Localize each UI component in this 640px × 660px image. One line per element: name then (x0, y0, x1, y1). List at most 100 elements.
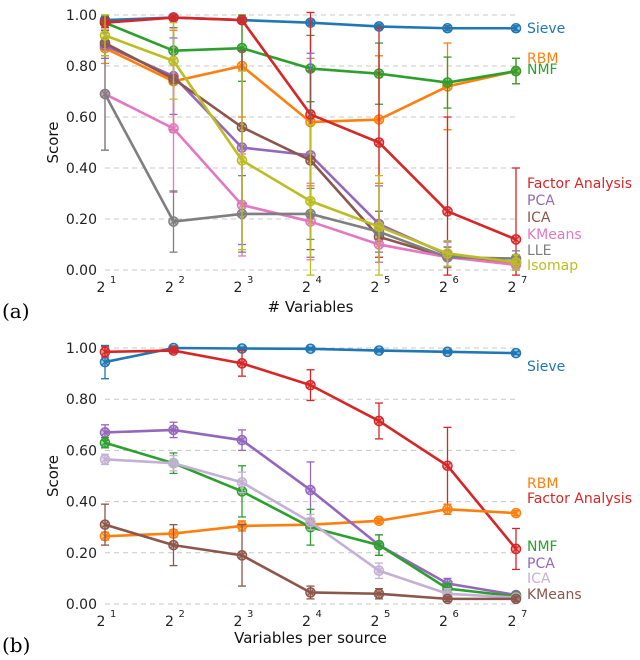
data-point-mark (375, 23, 383, 30)
data-point-mark (307, 197, 314, 205)
x-tick-label: 2 (165, 614, 174, 630)
data-point-mark (307, 589, 314, 596)
x-tick-exponent: 5 (384, 275, 390, 286)
data-point-mark (375, 590, 383, 598)
data-point-mark (512, 545, 520, 553)
data-point-mark (375, 139, 383, 146)
data-point-mark (170, 218, 177, 225)
data-point-mark (170, 426, 177, 434)
y-axis-label: Score (44, 455, 62, 497)
series-kmeans (99, 503, 522, 605)
data-point-mark (375, 517, 383, 525)
data-point-mark (512, 67, 520, 75)
x-tick-label: 2 (302, 280, 311, 296)
data-point-mark (444, 24, 451, 32)
y-axis-label: Score (44, 121, 62, 163)
x-tick-label: 2 (165, 280, 174, 296)
data-point-mark (238, 156, 246, 164)
x-tick-exponent: 6 (453, 275, 459, 286)
data-point-mark (238, 16, 246, 24)
y-tick-label: 0.20 (66, 546, 97, 562)
x-tick-label: 2 (97, 614, 106, 630)
x-axis-label: # Variables (268, 298, 354, 316)
data-point-mark (512, 595, 520, 603)
data-point-mark (375, 417, 383, 425)
x-tick-label: 2 (234, 280, 243, 296)
data-point-mark (375, 567, 383, 575)
x-axis-label: Variables per source (234, 629, 387, 647)
legend-label-isomap: Isomap (527, 258, 578, 274)
data-point-mark (101, 31, 109, 39)
data-point-mark (444, 79, 451, 86)
data-point-mark (512, 258, 520, 266)
x-tick-exponent: 4 (316, 609, 322, 620)
x-tick-exponent: 1 (110, 275, 116, 286)
x-tick-exponent: 3 (247, 609, 253, 620)
data-point-mark (512, 349, 520, 357)
data-point-mark (170, 57, 177, 65)
legend-label-nmf: NMF (527, 539, 558, 555)
x-tick-label: 2 (508, 614, 517, 630)
x-tick-exponent: 1 (110, 609, 116, 620)
data-point-mark (307, 345, 314, 353)
data-point-mark (101, 358, 109, 366)
x-tick-label: 2 (234, 614, 243, 630)
legend-label-factor-analysis: Factor Analysis (527, 491, 632, 507)
y-tick-label: 0.80 (66, 59, 97, 75)
x-tick-exponent: 7 (521, 609, 527, 620)
data-point-mark (512, 24, 520, 32)
panel-label: (a) (2, 299, 30, 323)
data-point-mark (101, 90, 109, 98)
legend-label-sieve: Sieve (527, 21, 565, 37)
legend-label-pca: PCA (527, 556, 555, 572)
data-point-mark (375, 347, 383, 354)
data-point-mark (375, 541, 383, 549)
data-point-mark (170, 541, 177, 549)
data-point-mark (170, 347, 177, 354)
data-point-mark (307, 486, 314, 494)
series-factor-analysis (99, 345, 522, 571)
data-point-mark (444, 348, 451, 356)
data-point-mark (512, 509, 520, 517)
data-point-mark (101, 429, 109, 436)
y-tick-label: 0.40 (66, 495, 97, 511)
x-tick-exponent: 2 (179, 609, 185, 620)
data-point-mark (444, 595, 451, 603)
y-tick-label: 1.00 (66, 8, 97, 24)
x-tick-exponent: 3 (247, 275, 253, 286)
x-tick-exponent: 5 (384, 609, 390, 620)
legend-label-pca: PCA (527, 193, 555, 209)
legend-label-kmeans: KMeans (527, 227, 582, 243)
chart-panel-b: 0.000.200.400.600.801.002 1 2 2 2 3 2 4 2 5 2 6 2 7Va… (2, 341, 632, 657)
data-point-mark (444, 462, 451, 470)
y-tick-label: 0.00 (66, 597, 97, 613)
y-tick-label: 0.20 (66, 212, 97, 228)
data-point-mark (170, 459, 177, 467)
legend-label-ica: ICA (527, 571, 551, 587)
x-tick-exponent: 7 (521, 275, 527, 286)
legend-label-ica: ICA (527, 210, 551, 226)
data-point-mark (444, 250, 451, 257)
data-point-mark (101, 455, 109, 463)
series-isomap (99, 14, 522, 276)
data-point-mark (238, 359, 246, 367)
legend-label-rbm: RBM (527, 476, 558, 492)
data-point-mark (444, 207, 451, 215)
x-tick-exponent: 6 (453, 609, 459, 620)
legend-label-factor-analysis: Factor Analysis (527, 176, 632, 192)
data-point-mark (375, 223, 383, 231)
y-tick-label: 0.60 (66, 110, 97, 126)
data-point-mark (238, 551, 246, 559)
legend-label-sieve: Sieve (527, 359, 565, 375)
y-tick-label: 0.40 (66, 161, 97, 177)
chart-panel-a: 0.000.200.400.600.801.002 1 2 2 2 3 2 4 2 5 2 6 2 7# … (2, 8, 632, 323)
x-tick-label: 2 (439, 280, 448, 296)
y-tick-label: 0.00 (66, 263, 97, 279)
data-point-mark (101, 521, 109, 529)
data-point-mark (238, 436, 246, 444)
data-point-mark (307, 381, 314, 389)
x-tick-label: 2 (97, 280, 106, 296)
panel-label: (b) (2, 633, 30, 657)
x-tick-label: 2 (439, 614, 448, 630)
